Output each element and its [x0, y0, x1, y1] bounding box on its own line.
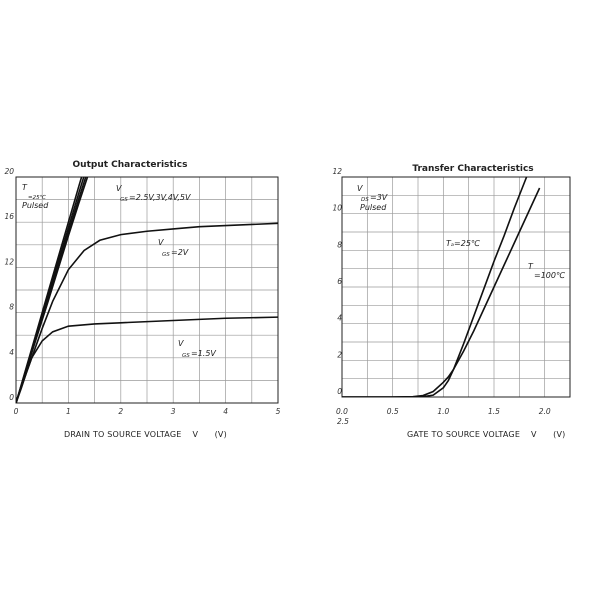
right-cond-val: =3V	[370, 193, 388, 202]
y-tick-label: 12	[332, 167, 342, 176]
right-t100-val: =100℃	[534, 271, 566, 280]
y-tick-label: 0	[9, 393, 14, 402]
y-tick-label: 2	[337, 350, 342, 359]
left-curves	[16, 177, 278, 403]
y-tick-label: 10	[332, 204, 342, 213]
series-line-1	[342, 177, 528, 397]
left-chart-title: Output Characteristics	[73, 160, 188, 170]
left-x-axis-label: DRAIN TO SOURCE VOLTAGE V (V)	[64, 430, 227, 439]
left-vgs15-v: V	[178, 339, 184, 348]
y-tick-label: 0	[337, 387, 342, 396]
left-vgs15-sub: GS	[182, 353, 190, 359]
right-t25-label: Tₐ=25℃	[446, 239, 481, 248]
right-ticks: 0.0 0.5 1.0 1.5 2.0 0 2 4 6 8 10 12 2.5	[332, 167, 550, 426]
right-cond-v: V	[357, 184, 363, 193]
x-tick-extra-label: 2.5	[337, 417, 349, 426]
x-tick-label: 1.5	[488, 407, 500, 416]
left-vgs2-sub: GS	[162, 252, 170, 258]
right-grid	[342, 177, 570, 397]
left-cond-pulsed: Pulsed	[22, 201, 49, 210]
y-tick-label: 6	[337, 277, 342, 286]
y-tick-label: 16	[4, 212, 14, 221]
x-tick-label: 2.0	[539, 407, 551, 416]
right-cond-pulsed: Pulsed	[360, 203, 387, 212]
series-line-2	[342, 187, 541, 397]
y-tick-label: 8	[337, 240, 342, 249]
right-x-axis-label: GATE TO SOURCE VOLTAGE V (V)	[407, 430, 566, 439]
left-vgs-high-sub: GS	[120, 197, 128, 203]
right-chart-title: Transfer Characteristics	[412, 164, 533, 174]
y-tick-label: 4	[337, 314, 342, 323]
right-t100-t: T	[528, 262, 534, 271]
x-tick-label: 1.0	[437, 407, 449, 416]
left-vgs-high-v: V	[116, 184, 122, 193]
y-tick-label: 8	[9, 303, 14, 312]
x-tick-label: 2	[118, 407, 123, 416]
left-vgs2-v: V	[158, 238, 164, 247]
x-tick-label: 4	[223, 407, 228, 416]
right-curves	[342, 177, 541, 397]
left-vgs-high-val: =2.5V,3V,4V,5V	[129, 193, 191, 202]
x-tick-label: 5	[276, 407, 281, 416]
x-tick-label: 3	[171, 407, 176, 416]
right-cond-sub: DS	[361, 197, 369, 203]
x-tick-label: 1	[66, 407, 71, 416]
left-vgs15-val: =1.5V	[191, 349, 216, 358]
left-grid	[16, 177, 278, 403]
left-vgs2-val: =2V	[171, 248, 189, 257]
y-tick-label: 4	[9, 348, 14, 357]
y-tick-label: 20	[4, 167, 14, 176]
x-tick-label: 0	[14, 407, 19, 416]
x-tick-label: 0.5	[387, 407, 399, 416]
right-plot-frame	[341, 176, 571, 398]
left-cond-t: T	[22, 183, 28, 192]
series-line-6	[16, 316, 278, 403]
series-line-4	[16, 177, 83, 403]
left-cond-t-sub: =25℃	[28, 194, 47, 201]
transfer-characteristics-chart: 0.0 0.5 1.0 1.5 2.0 0 2 4 6 8 10 12 2.5 Transfer Cha…	[332, 164, 571, 439]
left-plot-frame	[15, 176, 279, 404]
y-tick-label: 12	[4, 257, 14, 266]
x-tick-label: 0.0	[336, 407, 348, 416]
